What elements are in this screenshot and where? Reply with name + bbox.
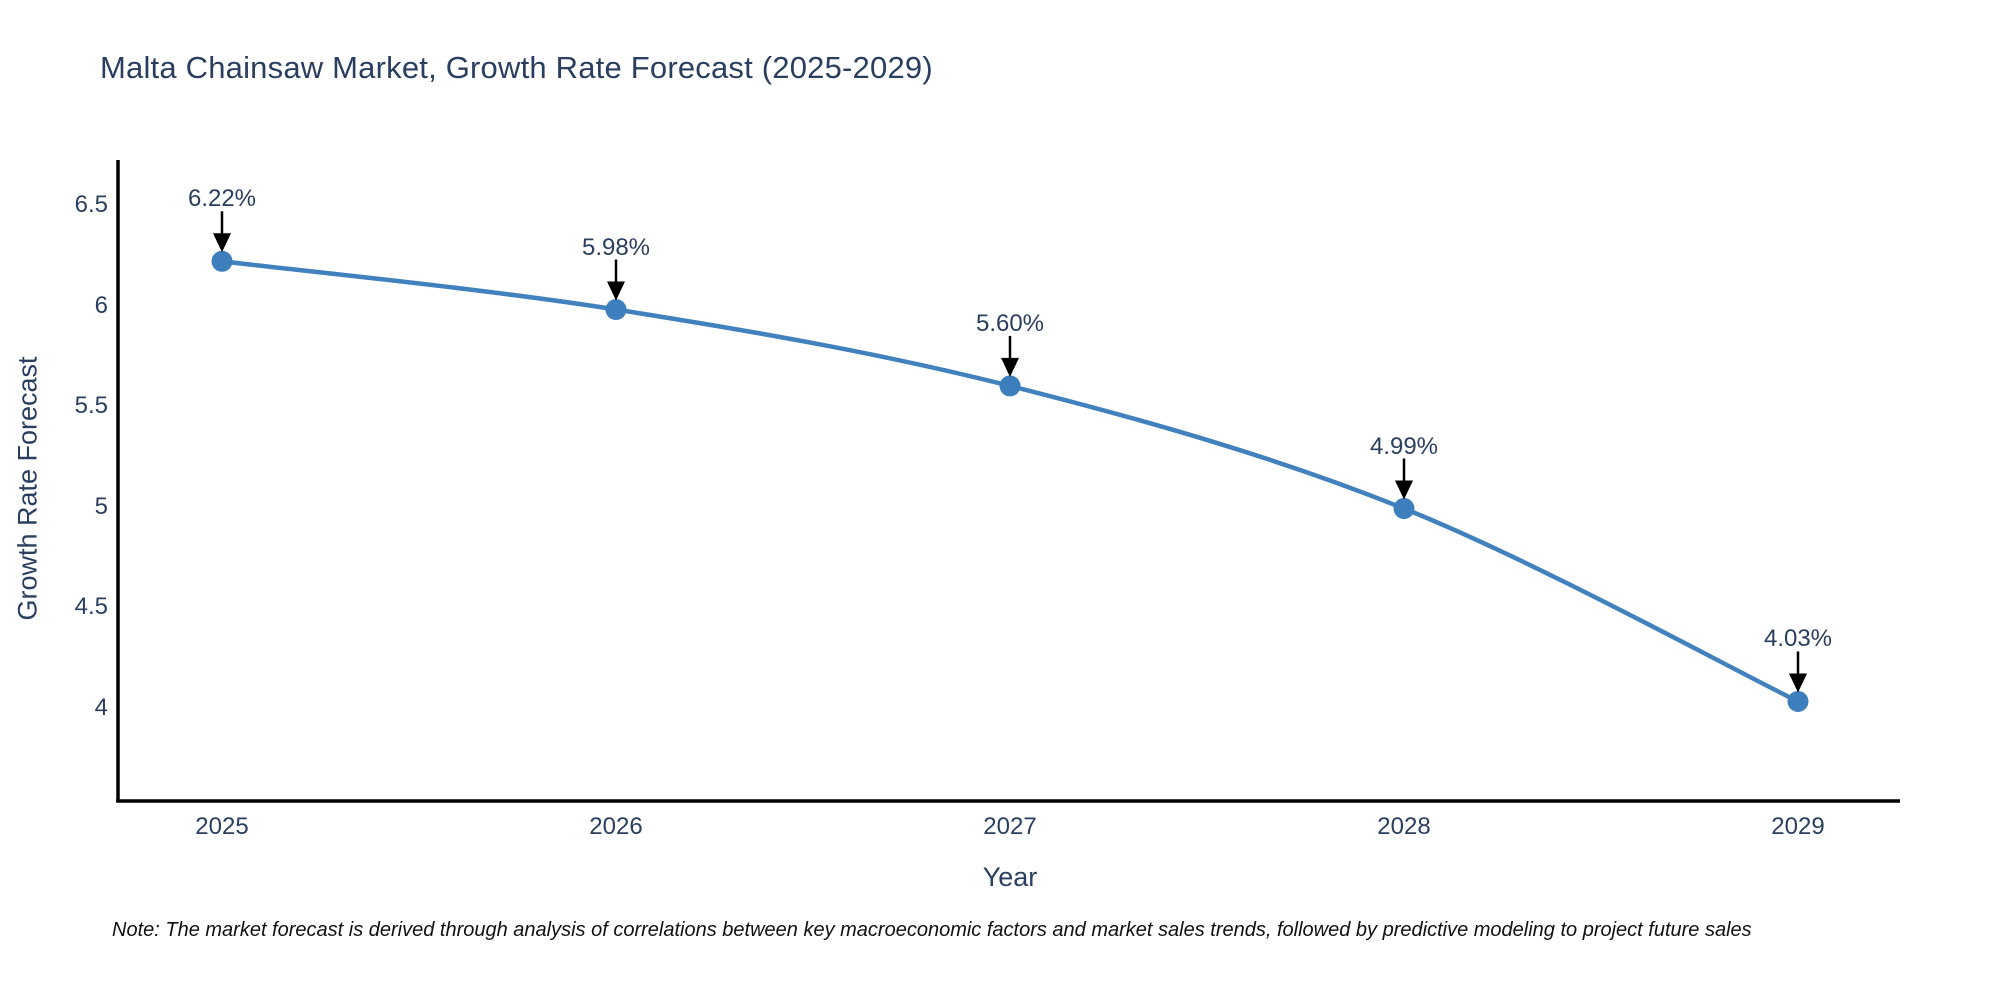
y-tick-label-4: 4 [94, 693, 108, 721]
annotation-arrowhead [1001, 357, 1019, 377]
data-point-2027[interactable] [999, 375, 1021, 397]
y-tick-label-5: 5 [94, 492, 108, 520]
y-axis-title: Growth Rate Forecast [12, 356, 43, 621]
chart-title: Malta Chainsaw Market, Growth Rate Forec… [100, 50, 933, 85]
y-tick-label-6: 6 [94, 291, 108, 319]
x-tick-label-2026: 2026 [589, 813, 643, 840]
point-annotation-2028: 4.99% [1369, 432, 1439, 460]
point-annotation-2025: 6.22% [187, 185, 257, 213]
data-point-2025[interactable] [211, 250, 233, 272]
y-tick-label-4.5: 4.5 [74, 593, 108, 620]
y-tick-label-5.5: 5.5 [74, 392, 108, 419]
x-tick-label-2029: 2029 [1771, 813, 1825, 840]
data-point-2026[interactable] [605, 299, 627, 321]
point-annotation-2027: 5.60% [975, 309, 1045, 337]
x-tick-label-2025: 2025 [195, 813, 249, 840]
annotation-arrowhead [1395, 480, 1413, 500]
annotation-arrowhead [1789, 673, 1807, 693]
chart-footnote: Note: The market forecast is derived thr… [112, 919, 1752, 941]
x-axis-title: Year [982, 862, 1038, 892]
x-tick-label-2027: 2027 [983, 813, 1037, 840]
x-tick-label-2028: 2028 [1377, 813, 1431, 840]
data-point-2028[interactable] [1393, 498, 1415, 520]
annotation-arrowhead [607, 281, 625, 301]
point-annotation-2026: 5.98% [581, 233, 651, 261]
annotation-arrowhead [213, 233, 231, 253]
y-tick-label-6.5: 6.5 [74, 191, 108, 218]
point-annotation-2029: 4.03% [1763, 625, 1833, 653]
data-point-2029[interactable] [1787, 690, 1809, 712]
